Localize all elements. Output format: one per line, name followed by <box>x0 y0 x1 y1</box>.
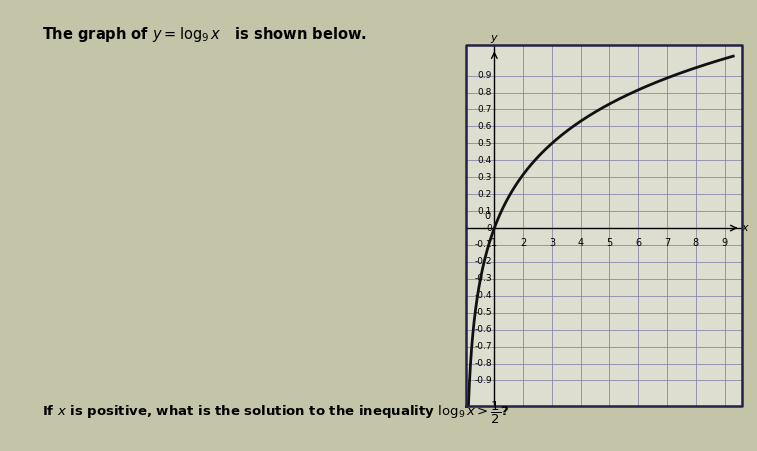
Text: 6: 6 <box>635 238 641 248</box>
Text: 1: 1 <box>491 238 497 248</box>
Text: 5: 5 <box>606 238 612 248</box>
Text: The graph of $y = \log_9 x$   is shown below.: The graph of $y = \log_9 x$ is shown bel… <box>42 25 366 44</box>
Text: 0.3: 0.3 <box>478 173 492 182</box>
Text: 0.1: 0.1 <box>478 207 492 216</box>
Text: $y$: $y$ <box>490 33 499 45</box>
Text: 7: 7 <box>664 238 670 248</box>
Text: If $x$ is positive, what is the solution to the inequality $\log_9 x > \dfrac{1}: If $x$ is positive, what is the solution… <box>42 400 509 426</box>
Text: 4: 4 <box>578 238 584 248</box>
Text: -0.8: -0.8 <box>475 359 492 368</box>
Text: -0.2: -0.2 <box>475 258 492 267</box>
Text: -0.4: -0.4 <box>475 291 492 300</box>
Text: 0.4: 0.4 <box>478 156 492 165</box>
Text: 0.8: 0.8 <box>478 88 492 97</box>
Text: 0.6: 0.6 <box>478 122 492 131</box>
Text: $x$: $x$ <box>741 223 750 233</box>
Text: 0.2: 0.2 <box>478 190 492 198</box>
Text: 0.5: 0.5 <box>478 139 492 148</box>
Text: 9: 9 <box>721 238 727 248</box>
Text: 0.7: 0.7 <box>478 105 492 114</box>
Text: -0.7: -0.7 <box>475 342 492 351</box>
Text: -0.6: -0.6 <box>475 325 492 334</box>
Text: 2: 2 <box>520 238 526 248</box>
Text: -0.3: -0.3 <box>475 274 492 283</box>
Text: 0: 0 <box>484 211 491 221</box>
Text: -0.5: -0.5 <box>475 308 492 317</box>
Text: -0.9: -0.9 <box>475 376 492 385</box>
Text: 3: 3 <box>549 238 555 248</box>
Text: -0.1: -0.1 <box>475 240 492 249</box>
Text: 8: 8 <box>693 238 699 248</box>
Text: 0: 0 <box>486 224 492 233</box>
Text: 0.9: 0.9 <box>478 71 492 80</box>
